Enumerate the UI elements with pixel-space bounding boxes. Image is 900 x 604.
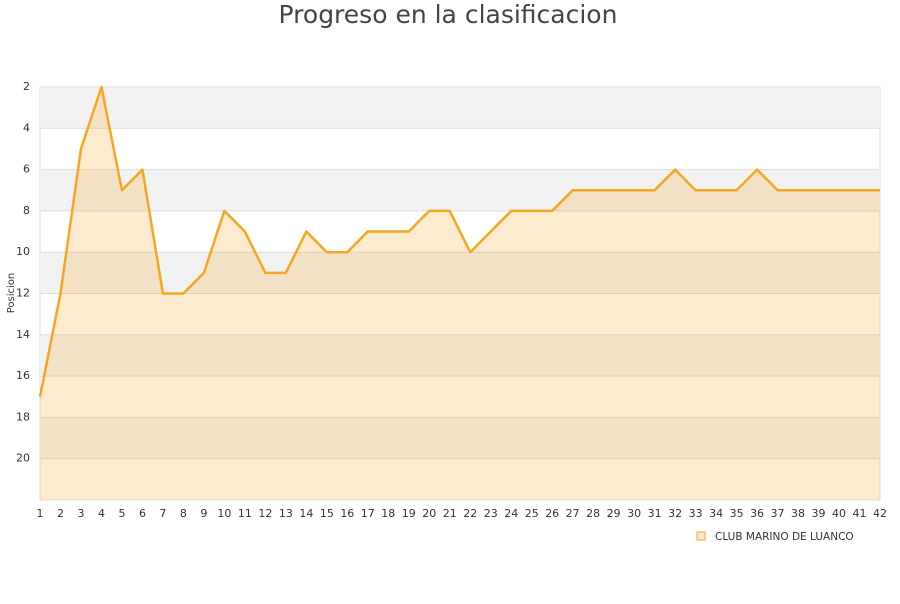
x-tick-label: 25 — [525, 507, 539, 520]
x-tick-label: 2 — [57, 507, 64, 520]
x-tick-label: 24 — [504, 507, 518, 520]
grid-band — [40, 169, 880, 211]
x-tick-label: 30 — [627, 507, 641, 520]
y-axis-label: Posicion — [6, 273, 17, 314]
y-tick-label: 2 — [23, 80, 30, 93]
x-tick-label: 27 — [566, 507, 580, 520]
x-tick-label: 29 — [607, 507, 621, 520]
legend-swatch — [696, 531, 706, 541]
x-tick-label: 8 — [180, 507, 187, 520]
x-tick-label: 37 — [771, 507, 785, 520]
x-tick-label: 9 — [200, 507, 207, 520]
x-tick-label: 33 — [689, 507, 703, 520]
x-tick-label: 26 — [545, 507, 559, 520]
x-tick-label: 35 — [730, 507, 744, 520]
grid-band — [40, 334, 880, 377]
chart-title: Progreso en la clasificacion — [279, 0, 618, 29]
x-tick-label: 42 — [873, 507, 887, 520]
x-tick-label: 5 — [118, 507, 125, 520]
legend-label: CLUB MARINO DE LUANCO — [715, 531, 854, 543]
x-tick-label: 39 — [812, 507, 826, 520]
y-tick-label: 6 — [23, 163, 30, 176]
x-tick-label: 23 — [484, 507, 498, 520]
x-tick-label: 36 — [750, 507, 764, 520]
x-tick-label: 20 — [422, 507, 436, 520]
x-tick-label: 14 — [299, 507, 313, 520]
y-tick-label: 20 — [16, 452, 30, 465]
y-tick-label: 8 — [23, 204, 30, 217]
x-tick-label: 18 — [381, 507, 395, 520]
grid-band — [40, 87, 880, 129]
y-tick-label: 10 — [16, 245, 30, 258]
x-tick-label: 10 — [217, 507, 231, 520]
y-tick-label: 14 — [16, 328, 30, 341]
y-tick-label: 4 — [23, 121, 30, 134]
y-tick-label: 18 — [16, 410, 30, 423]
x-tick-label: 1 — [37, 507, 44, 520]
line — [38, 85, 880, 397]
x-tick-label: 6 — [139, 507, 146, 520]
x-tick-label: 41 — [853, 507, 867, 520]
x-tick-label: 3 — [77, 507, 84, 520]
x-tick-label: 19 — [402, 507, 416, 520]
y-tick-label: 12 — [16, 287, 30, 300]
x-tick-label: 7 — [159, 507, 166, 520]
x-tick-label: 28 — [586, 507, 600, 520]
x-tick-label: 38 — [791, 507, 805, 520]
x-tick-label: 13 — [279, 507, 293, 520]
y-tick-label: 16 — [16, 369, 30, 382]
x-tick-label: 17 — [361, 507, 375, 520]
x-tick-label: 21 — [443, 507, 457, 520]
x-tick-label: 22 — [463, 507, 477, 520]
x-tick-label: 32 — [668, 507, 682, 520]
grid-band — [40, 252, 880, 294]
x-tick-label: 40 — [832, 507, 846, 520]
x-tick-label: 16 — [340, 507, 354, 520]
x-tick-label: 31 — [648, 507, 662, 520]
x-tick-label: 11 — [238, 507, 252, 520]
grid-band — [40, 417, 880, 459]
area — [40, 87, 880, 500]
x-tick-label: 15 — [320, 507, 334, 520]
x-tick-label: 34 — [709, 507, 723, 520]
x-tick-label: 12 — [258, 507, 272, 520]
x-tick-label: 4 — [98, 507, 105, 520]
